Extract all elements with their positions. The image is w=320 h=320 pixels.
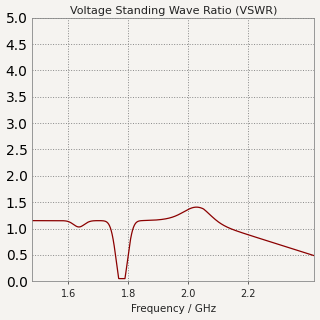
X-axis label: Frequency / GHz: Frequency / GHz xyxy=(131,304,216,315)
Title: Voltage Standing Wave Ratio (VSWR): Voltage Standing Wave Ratio (VSWR) xyxy=(70,5,277,16)
